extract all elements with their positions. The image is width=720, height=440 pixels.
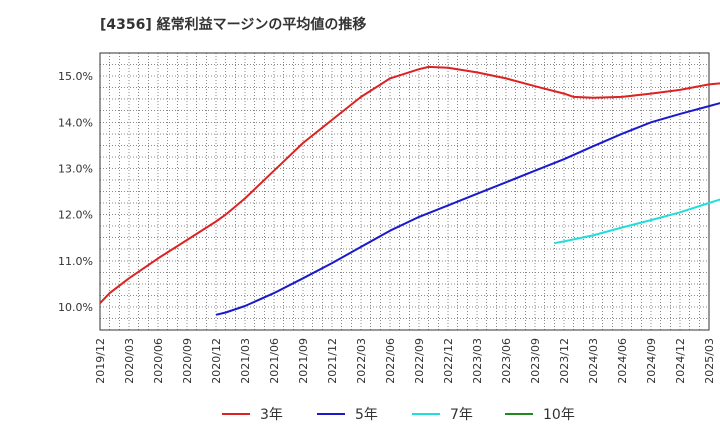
legend-swatch-3y [222, 413, 250, 415]
legend-item-10y: 10年 [505, 400, 575, 428]
x-tick-label: 2022/12 [442, 338, 455, 384]
x-tick-label: 2024/12 [674, 338, 687, 384]
x-tick-label: 2022/06 [384, 338, 397, 384]
series-line-2 [554, 198, 720, 245]
legend-label-5y: 5年 [355, 407, 378, 423]
x-tick-label: 2020/06 [152, 338, 165, 384]
legend-item-3y: 3年 [222, 400, 283, 428]
x-tick-label: 2024/09 [645, 338, 658, 384]
series-line-0 [99, 65, 720, 304]
x-tick-label: 2020/03 [123, 338, 136, 384]
x-tick-label: 2019/12 [94, 338, 107, 384]
legend-swatch-5y [317, 413, 345, 415]
x-tick-label: 2020/12 [210, 338, 223, 384]
y-tick-label: 13.0% [58, 162, 93, 175]
x-tick-label: 2023/06 [500, 338, 513, 384]
legend-label-3y: 3年 [260, 407, 283, 423]
x-tick-label: 2022/03 [355, 338, 368, 384]
legend-label-10y: 10年 [543, 407, 575, 423]
x-tick-label: 2021/09 [297, 338, 310, 384]
legend-item-7y: 7年 [412, 400, 473, 428]
x-tick-label: 2021/03 [239, 338, 252, 384]
series-line-1 [215, 102, 720, 316]
y-tick-label: 14.0% [58, 116, 93, 129]
plot-frame [99, 52, 710, 331]
legend-label-7y: 7年 [450, 407, 473, 423]
x-tick-label: 2020/09 [181, 338, 194, 384]
y-tick-label: 11.0% [58, 255, 93, 268]
x-tick-label: 2022/09 [413, 338, 426, 384]
y-tick-label: 10.0% [58, 301, 93, 314]
x-tick-label: 2023/03 [471, 338, 484, 384]
x-tick-label: 2021/06 [268, 338, 281, 384]
x-tick-label: 2024/03 [587, 338, 600, 384]
y-tick-label: 12.0% [58, 209, 93, 222]
legend-swatch-10y [505, 413, 533, 415]
legend-item-5y: 5年 [317, 400, 378, 428]
x-tick-label: 2024/06 [616, 338, 629, 384]
chart-title: [4356] 経常利益マージンの平均値の推移 [100, 17, 367, 33]
y-tick-label: 15.0% [58, 70, 93, 83]
x-tick-label: 2023/12 [558, 338, 571, 384]
plot-area [100, 53, 709, 330]
x-tick-label: 2023/09 [529, 338, 542, 384]
legend: 3年 5年 7年 10年 [0, 400, 720, 428]
x-tick-label: 2021/12 [326, 338, 339, 384]
x-tick-label: 2025/03 [703, 338, 716, 384]
legend-swatch-7y [412, 413, 440, 415]
